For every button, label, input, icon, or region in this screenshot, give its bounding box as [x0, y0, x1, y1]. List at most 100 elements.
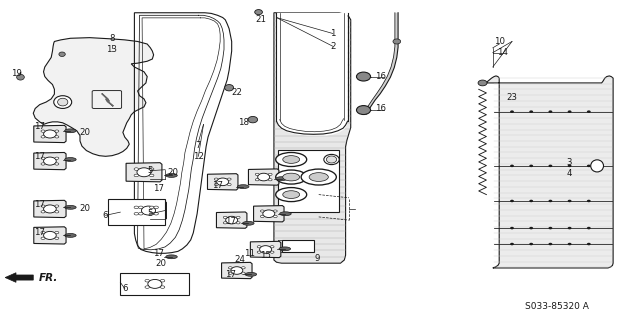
Ellipse shape — [283, 156, 300, 163]
Ellipse shape — [529, 243, 533, 245]
Text: 20: 20 — [79, 204, 91, 213]
Bar — [278, 150, 339, 212]
Ellipse shape — [228, 267, 232, 269]
Ellipse shape — [227, 178, 231, 180]
Text: 17: 17 — [153, 249, 164, 258]
Ellipse shape — [223, 216, 227, 219]
Ellipse shape — [568, 227, 572, 229]
Ellipse shape — [41, 231, 45, 234]
Ellipse shape — [587, 227, 591, 229]
Ellipse shape — [55, 157, 59, 160]
Ellipse shape — [44, 157, 56, 165]
Ellipse shape — [231, 267, 243, 274]
Ellipse shape — [273, 215, 277, 218]
Ellipse shape — [276, 152, 307, 167]
Polygon shape — [126, 163, 162, 182]
Text: 22: 22 — [231, 88, 243, 97]
Ellipse shape — [65, 205, 76, 209]
Ellipse shape — [260, 246, 271, 253]
Text: 5: 5 — [148, 209, 153, 218]
Ellipse shape — [41, 211, 45, 213]
Ellipse shape — [55, 163, 59, 165]
Ellipse shape — [510, 243, 514, 245]
Ellipse shape — [587, 200, 591, 202]
Text: 14: 14 — [497, 48, 508, 57]
Ellipse shape — [255, 173, 259, 175]
Ellipse shape — [270, 246, 274, 248]
Polygon shape — [34, 125, 66, 143]
Text: 17: 17 — [34, 200, 45, 209]
Ellipse shape — [478, 80, 487, 86]
Polygon shape — [34, 152, 66, 170]
Ellipse shape — [301, 169, 337, 185]
Ellipse shape — [214, 183, 218, 186]
Ellipse shape — [263, 210, 275, 218]
Ellipse shape — [257, 251, 261, 253]
Polygon shape — [137, 274, 173, 293]
Ellipse shape — [568, 200, 572, 202]
Polygon shape — [274, 13, 351, 263]
Polygon shape — [486, 76, 613, 268]
Text: 1: 1 — [330, 29, 335, 38]
Text: FR.: FR. — [38, 272, 58, 283]
Ellipse shape — [324, 154, 339, 165]
Ellipse shape — [548, 165, 552, 167]
Polygon shape — [131, 201, 166, 220]
Ellipse shape — [41, 136, 45, 138]
Polygon shape — [102, 93, 113, 106]
Ellipse shape — [276, 177, 287, 181]
Text: 5: 5 — [148, 166, 153, 175]
Ellipse shape — [226, 216, 237, 224]
Text: 24: 24 — [234, 255, 246, 263]
Ellipse shape — [55, 205, 59, 207]
Ellipse shape — [268, 179, 272, 181]
Ellipse shape — [214, 178, 218, 180]
Ellipse shape — [260, 215, 264, 218]
Ellipse shape — [548, 200, 552, 202]
Ellipse shape — [268, 173, 272, 175]
Ellipse shape — [17, 74, 24, 80]
Ellipse shape — [166, 255, 177, 259]
Ellipse shape — [137, 168, 151, 177]
Ellipse shape — [276, 188, 307, 202]
Ellipse shape — [41, 130, 45, 132]
Ellipse shape — [54, 96, 72, 108]
Ellipse shape — [55, 130, 59, 132]
Ellipse shape — [356, 106, 371, 115]
Text: 20: 20 — [167, 168, 179, 177]
Text: 20: 20 — [79, 128, 91, 137]
Text: 16: 16 — [375, 72, 387, 81]
Ellipse shape — [145, 286, 150, 288]
Polygon shape — [276, 13, 348, 136]
Polygon shape — [221, 262, 252, 279]
Ellipse shape — [236, 222, 240, 224]
Polygon shape — [34, 200, 66, 218]
Ellipse shape — [134, 212, 139, 215]
Ellipse shape — [150, 206, 154, 209]
Text: 6: 6 — [122, 284, 127, 293]
Ellipse shape — [59, 52, 65, 56]
Ellipse shape — [225, 85, 234, 91]
Ellipse shape — [548, 227, 552, 229]
Text: 4: 4 — [567, 169, 572, 178]
Ellipse shape — [139, 206, 143, 209]
Ellipse shape — [587, 243, 591, 245]
Ellipse shape — [44, 231, 56, 240]
Text: 9: 9 — [314, 254, 319, 263]
Text: 3: 3 — [567, 158, 572, 167]
Ellipse shape — [65, 234, 76, 237]
Ellipse shape — [227, 183, 231, 186]
Polygon shape — [248, 169, 279, 185]
Text: 19: 19 — [11, 69, 21, 78]
Ellipse shape — [44, 205, 56, 213]
Ellipse shape — [166, 174, 177, 177]
Ellipse shape — [280, 212, 291, 216]
Polygon shape — [216, 212, 247, 228]
Ellipse shape — [255, 179, 259, 181]
Ellipse shape — [529, 110, 533, 113]
Polygon shape — [126, 201, 162, 220]
Ellipse shape — [283, 191, 300, 198]
Ellipse shape — [276, 170, 307, 184]
Ellipse shape — [243, 221, 254, 225]
Text: 17: 17 — [225, 270, 236, 279]
